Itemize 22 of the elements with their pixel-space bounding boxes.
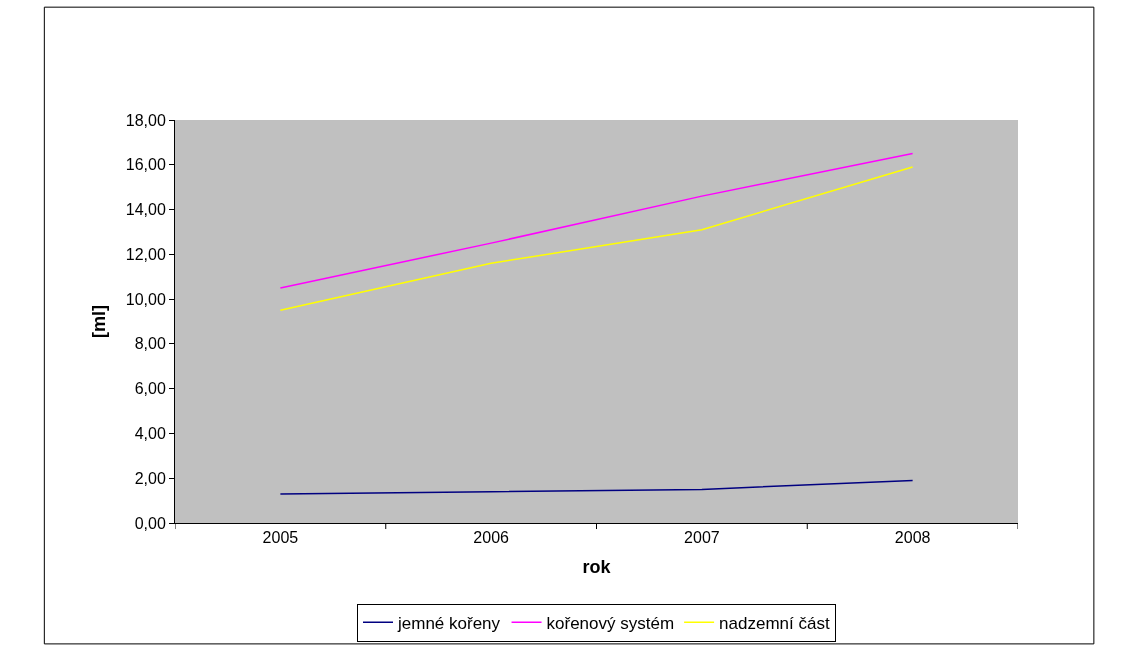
y-tick-label: 18,00 xyxy=(125,111,166,129)
y-tick-label: 10,00 xyxy=(125,290,166,308)
legend-label: kořenový systém xyxy=(546,613,675,633)
x-tick-label: 2005 xyxy=(262,529,299,547)
y-tick-label: 16,00 xyxy=(125,156,166,174)
y-tick-label: 2,00 xyxy=(134,469,166,487)
line-series xyxy=(279,166,914,312)
legend-label: jemné kořeny xyxy=(397,613,501,633)
y-tick-label: 14,00 xyxy=(125,201,166,219)
y-tick-label: 12,00 xyxy=(125,245,166,263)
line-series xyxy=(279,152,914,289)
y-tick-label: 4,00 xyxy=(134,425,166,443)
x-tick-label: 2006 xyxy=(473,529,510,547)
y-tick-label: 8,00 xyxy=(134,335,166,353)
y-tick-label: 6,00 xyxy=(134,380,166,398)
y-axis-title: [ml] xyxy=(88,305,109,338)
x-tick-label: 2007 xyxy=(684,529,720,547)
x-axis-title: rok xyxy=(582,557,612,578)
line-series xyxy=(279,479,914,495)
x-tick-label: 2008 xyxy=(894,529,931,547)
y-tick-label: 0,00 xyxy=(134,514,166,532)
legend-label: nadzemní část xyxy=(719,613,830,633)
